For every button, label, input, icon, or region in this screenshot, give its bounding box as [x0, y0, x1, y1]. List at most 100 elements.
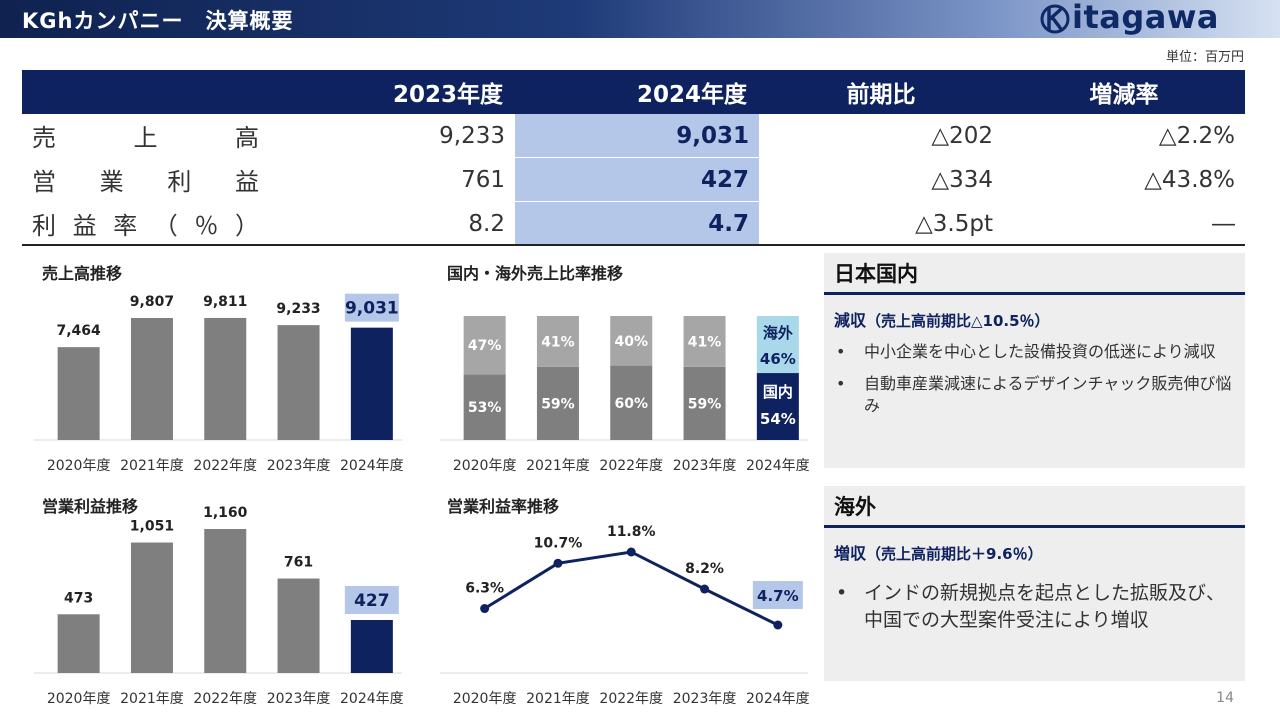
overseas-summary: 増収（売上高前期比＋9.6％） — [834, 540, 1245, 564]
table-row: 営 業 利 益 761 427 △334 △43.8% — [22, 158, 1245, 202]
unit-label: 単位：百万円 — [1165, 50, 1244, 65]
margin-line-chart: 6.3% 2020年度 10.7% 2021年度 11.8% 2022年度 8.2% 2023… — [440, 524, 810, 707]
domestic-summary-main: 減収 — [834, 311, 867, 330]
data-label: 473 — [64, 590, 93, 606]
data-label: 41% — [688, 334, 722, 350]
data-label: 10.7% — [534, 535, 583, 551]
data-label-highlight-box — [344, 585, 399, 614]
k-logo-icon — [1040, 4, 1070, 34]
domestic-summary-detail: （売上高前期比△10.5％） — [866, 312, 1050, 330]
row-label-char: ％ — [194, 212, 219, 240]
data-label: 11.8% — [607, 524, 656, 540]
x-tick-label: 2022年度 — [599, 458, 663, 474]
overseas-panel: 海外 増収（売上高前期比＋9.6％） インドの新規拠点を起点とした拡販及び、中国… — [824, 486, 1245, 681]
data-label: 8.2% — [685, 561, 724, 577]
table-header-2024: 2024年度 — [515, 70, 759, 114]
x-tick-label: 2020年度 — [47, 458, 111, 474]
chart-bar — [57, 347, 100, 440]
company-logo: itagawa — [1040, 0, 1240, 38]
x-tick-label: 2021年度 — [120, 691, 184, 707]
value-2024: 4.7 — [515, 202, 759, 246]
chart-bar — [350, 327, 393, 440]
x-tick-label: 2024年度 — [746, 691, 810, 707]
table-row: 利益率 （ ％ ） 8.2 4.7 △3.5pt ― — [22, 202, 1245, 246]
stacked-bar-overseas — [610, 316, 653, 366]
chart-bar — [130, 318, 173, 440]
summary-table: 2023年度 2024年度 前期比 増減率 売上高 9,233 9,031 △202 △… — [22, 70, 1245, 246]
data-label-highlight-box — [344, 293, 399, 322]
ratio-chart-title: 国内・海外売上比率推移 — [447, 264, 624, 283]
data-label: 7,464 — [57, 323, 102, 339]
x-tick-label: 2023年度 — [267, 691, 331, 707]
ratio-stacked-chart: 47% 53% 2020年度 41% 59% 2021年度 40% 60% 2022年度 41% 5… — [440, 316, 810, 474]
data-label: 60% — [614, 396, 648, 412]
data-label: 54% — [760, 410, 796, 428]
data-label: 59% — [541, 396, 575, 412]
x-tick-label: 2022年度 — [599, 691, 663, 707]
table-bottom-rule — [22, 244, 1245, 246]
logo-text: itagawa — [1072, 0, 1220, 36]
stacked-bar-overseas — [536, 316, 579, 367]
row-label-char: 売 — [32, 124, 56, 152]
data-label: 46% — [760, 350, 796, 368]
stacked-bar-domestic — [683, 366, 726, 440]
value-2023: 9,233 — [271, 114, 515, 158]
x-tick-label: 2020年度 — [47, 691, 111, 707]
data-label: 9,233 — [276, 301, 320, 317]
domestic-summary: 減収（売上高前期比△10.5％） — [834, 307, 1245, 331]
value-rate: △2.2% — [1003, 114, 1245, 158]
series-label-domestic: 国内 — [763, 383, 793, 401]
x-tick-label: 2023年度 — [267, 458, 331, 474]
x-tick-label: 2021年度 — [120, 458, 184, 474]
table-row: 売 上 高 9,233 9,031 △202 △2.2% — [22, 114, 1245, 158]
table-header-diff: 前期比 — [759, 70, 1003, 114]
series-label-overseas: 海外 — [763, 324, 793, 342]
value-rate: △43.8% — [1003, 158, 1245, 202]
margin-chart-title: 営業利益率推移 — [447, 497, 560, 516]
page-number: 14 — [1216, 690, 1234, 706]
x-tick-label: 2023年度 — [673, 691, 737, 707]
data-label: 53% — [468, 400, 502, 416]
data-label: 41% — [541, 334, 575, 350]
stacked-bar-domestic — [756, 373, 799, 440]
overseas-bullets: インドの新規拠点を起点とした拡販及び、中国での大型案件受注により増収 — [834, 580, 1235, 634]
data-label: 1,051 — [130, 519, 174, 535]
x-tick-label: 2021年度 — [526, 458, 590, 474]
profit-bar-chart: 473 2020年度 1,051 2021年度 1,160 2022年度 761 2023年度… — [34, 505, 404, 707]
value-diff: △3.5pt — [759, 202, 1003, 246]
data-label: 6.3% — [465, 581, 504, 597]
row-label-char: （ — [153, 212, 178, 240]
x-tick-label: 2022年度 — [193, 691, 257, 707]
value-2024: 427 — [515, 158, 759, 202]
list-item: 中小企業を中心とした設備投資の低迷により減収 — [834, 341, 1235, 363]
chart-bar — [57, 614, 100, 673]
data-label: 9,031 — [345, 299, 399, 319]
chart-bar — [277, 578, 320, 673]
domestic-bullets: 中小企業を中心とした設備投資の低迷により減収 自動車産業減速によるデザインチャッ… — [834, 341, 1235, 417]
stacked-bar-overseas — [756, 316, 799, 374]
table-header-rate: 増減率 — [1003, 70, 1245, 114]
overseas-panel-title: 海外 — [824, 486, 1245, 528]
line-point — [700, 584, 710, 594]
value-diff: △334 — [759, 158, 1003, 202]
row-label: 営業利益 — [22, 158, 271, 202]
x-tick-label: 2021年度 — [526, 691, 590, 707]
table-header-blank — [22, 70, 271, 114]
row-label-char: ） — [234, 212, 259, 240]
data-label: 1,160 — [203, 505, 248, 521]
sales-chart-title: 売上高推移 — [42, 264, 123, 283]
row-label-char: 高 — [235, 124, 259, 152]
line-point — [773, 620, 783, 630]
line-point — [480, 604, 490, 614]
stacked-bar-overseas — [463, 316, 506, 375]
table-header-2023: 2023年度 — [271, 70, 515, 114]
row-label-char: 業 — [99, 168, 124, 196]
chart-bar — [204, 317, 247, 440]
row-label: 売上高 — [22, 114, 271, 158]
row-label-char: 上 — [133, 124, 158, 152]
data-label-highlight-box — [752, 581, 803, 609]
data-label: 9,811 — [203, 294, 247, 310]
row-label-char: 率 — [113, 212, 138, 240]
row-label: 利益率 （ ％ ） — [22, 202, 271, 246]
domestic-panel-title: 日本国内 — [824, 253, 1245, 295]
